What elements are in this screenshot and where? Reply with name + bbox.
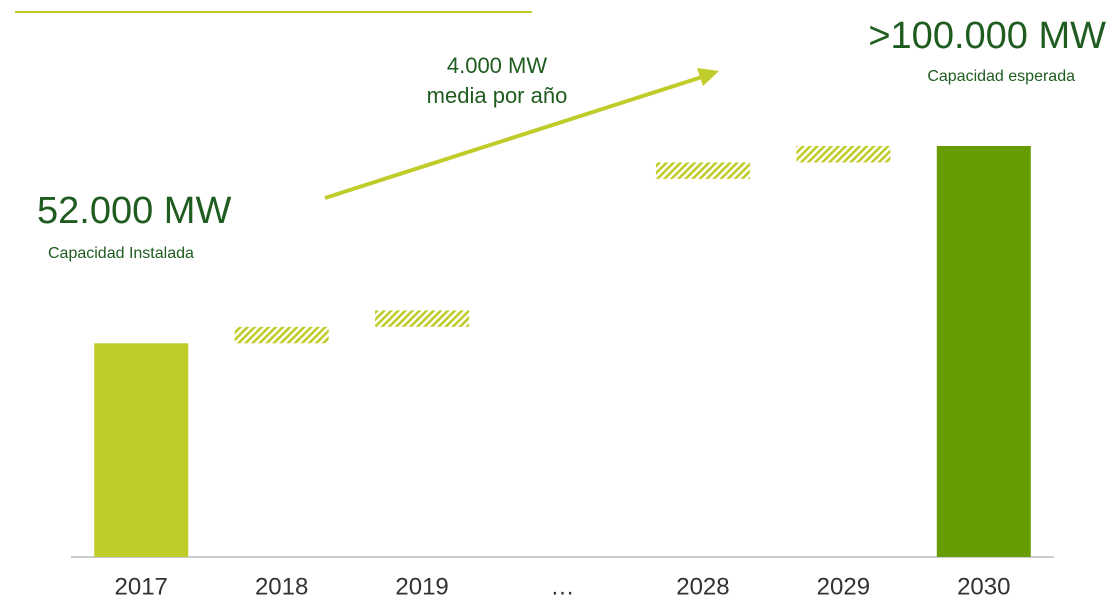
x-tick-label: …: [551, 573, 575, 600]
x-tick-label: 2029: [817, 573, 870, 600]
x-tick-label: 2030: [957, 573, 1010, 600]
annotation: 52.000 MW: [37, 190, 231, 232]
annotation: Capacidad Instalada: [48, 245, 194, 262]
bar: [796, 146, 891, 163]
annotation: 4.000 MW: [447, 53, 547, 78]
bar: [655, 162, 750, 179]
x-tick-label: 2028: [676, 573, 729, 600]
bar: [936, 146, 1031, 557]
bar: [94, 343, 189, 557]
bar: [375, 310, 470, 327]
annotation: media por año: [427, 83, 568, 108]
bar: [234, 326, 329, 344]
x-tick-label: 2018: [255, 573, 308, 600]
arrow-shaft: [324, 75, 703, 200]
annotation: Capacidad esperada: [927, 68, 1075, 85]
arrow-head: [697, 68, 719, 86]
annotation: >100.000 MW: [868, 15, 1106, 57]
x-tick-label: 2019: [395, 573, 448, 600]
x-tick-label: 2017: [115, 573, 168, 600]
